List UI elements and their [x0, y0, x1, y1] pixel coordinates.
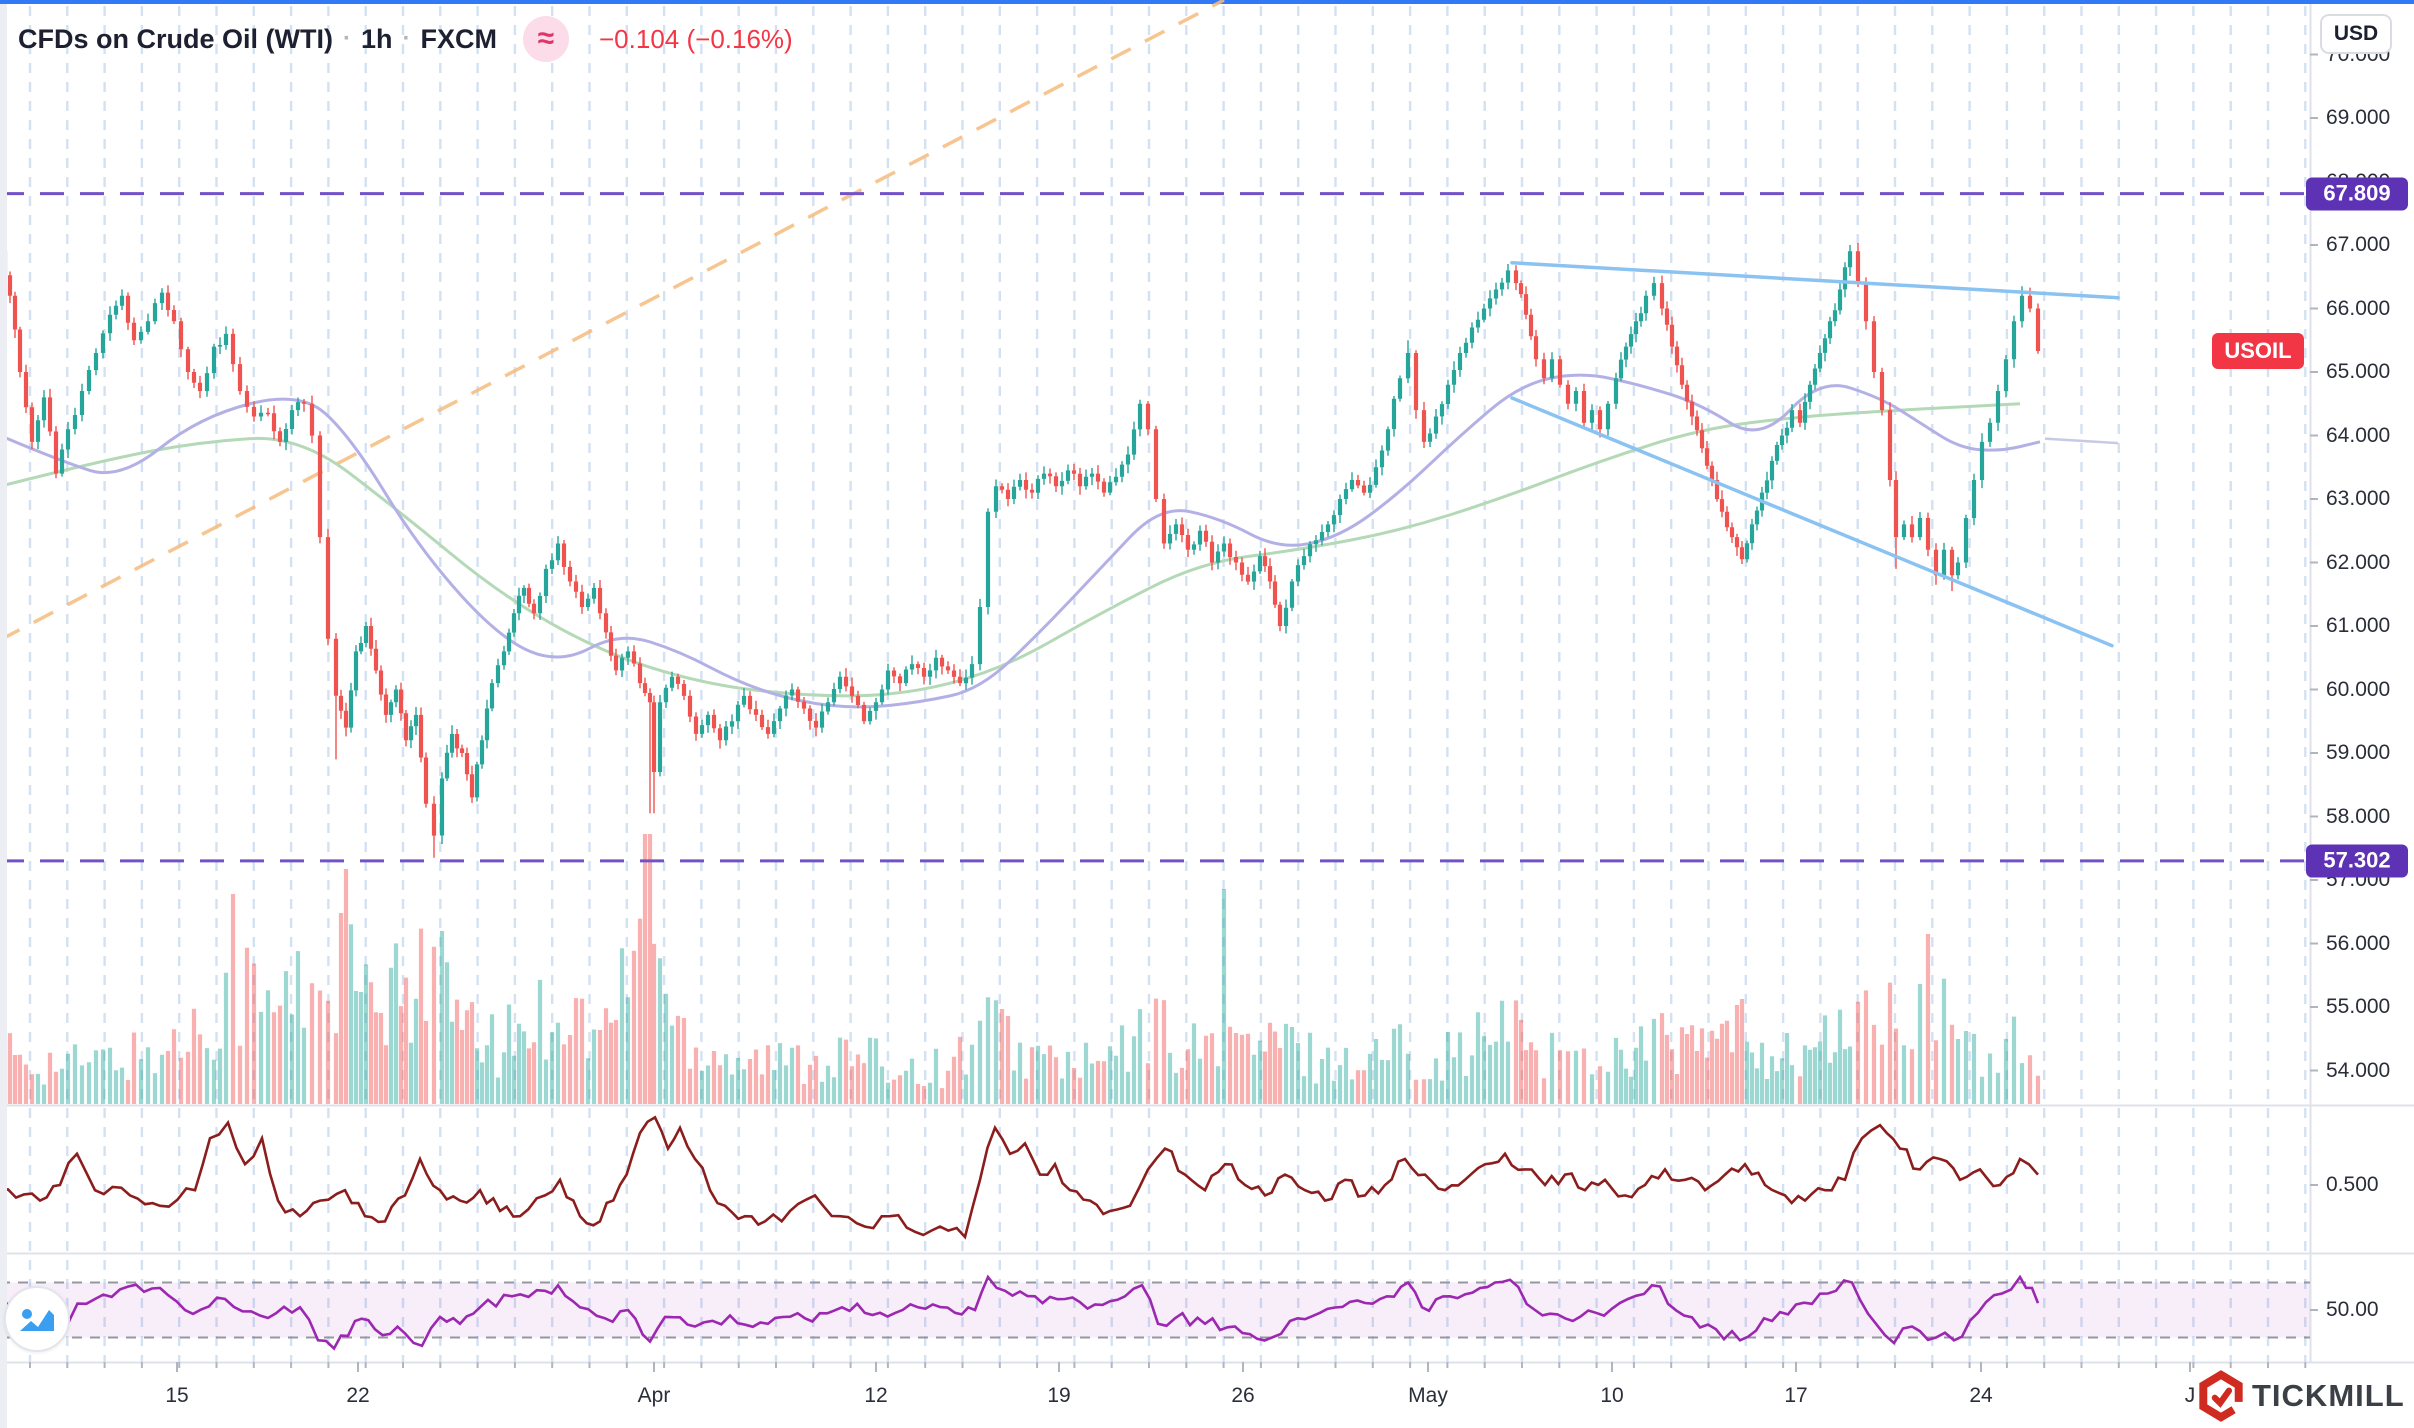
indicator2-axis-label: 50.00 — [2326, 1298, 2379, 1321]
area-chart-icon — [20, 1309, 54, 1331]
time-axis-label: 22 — [346, 1384, 370, 1407]
volume-bars-up — [35, 889, 2025, 1104]
time-axis-label: J — [2184, 1384, 2196, 1407]
price-axis-label: 60.000 — [2326, 677, 2391, 701]
tickmill-icon — [2199, 1370, 2243, 1422]
price-axis-label: 55.000 — [2326, 995, 2391, 1018]
price-axis-label: 69.000 — [2326, 106, 2391, 129]
symbol-price-tag: USOIL — [2212, 333, 2304, 370]
time-axis-label: 19 — [1047, 1384, 1071, 1407]
brand-name: TICKMILL — [2252, 1378, 2405, 1413]
indicator2-line — [0, 1274, 2040, 1351]
time-axis-label: 17 — [1784, 1384, 1808, 1407]
price-axis-label: 66.000 — [2326, 296, 2391, 320]
timeframe-label[interactable]: 1h — [360, 23, 393, 54]
price-level-tag-upper: 67.809 — [2306, 177, 2408, 211]
market-status-icon[interactable]: ≈ — [523, 16, 569, 62]
ma-slow-line — [0, 402, 2021, 698]
indicator1-line — [0, 1115, 2039, 1240]
price-axis-label: 59.000 — [2326, 741, 2391, 764]
price-axis-label: 56.000 — [2326, 931, 2391, 955]
day-gridlines — [28, 6, 2307, 1362]
time-axis-label: 10 — [1600, 1384, 1624, 1407]
price-axis-label: 62.000 — [2326, 550, 2391, 574]
ma-stub-line — [2044, 437, 2119, 445]
indicator1-axis-label: 0.500 — [2326, 1173, 2379, 1196]
candle-wicks-down — [4, 243, 2039, 858]
lower-blue-trendline — [1510, 396, 2114, 648]
title-separator: · — [402, 25, 411, 52]
price-axis-label: 54.000 — [2326, 1058, 2391, 1082]
widget-left-edge — [0, 4, 7, 1428]
time-axis-label: 26 — [1231, 1384, 1255, 1407]
currency-button[interactable]: USD — [2320, 14, 2392, 54]
price-axis-label: 63.000 — [2326, 487, 2391, 510]
price-axis-label: 67.000 — [2326, 233, 2391, 256]
price-axis-label: 65.000 — [2326, 360, 2391, 383]
broker-logo[interactable]: TICKMILL — [2198, 1370, 2405, 1422]
time-axis-label: May — [1408, 1384, 1448, 1407]
title-separator: · — [342, 25, 351, 52]
axis-ticks — [29, 53, 2318, 1372]
price-level-tag-lower: 57.302 — [2306, 844, 2408, 878]
exchange-label[interactable]: FXCM — [420, 23, 498, 54]
symbol-title[interactable]: CFDs on Crude Oil (WTI) — [18, 23, 333, 54]
price-axis-label: 64.000 — [2326, 423, 2391, 447]
time-axis-label: 15 — [165, 1384, 189, 1407]
orange-dashed-trendline — [0, 0, 1225, 642]
candle-bodies-up — [35, 251, 2025, 836]
tradingview-watermark-logo[interactable] — [4, 1286, 70, 1352]
time-axis-label: 24 — [1969, 1384, 1993, 1407]
price-axis-label: 61.000 — [2326, 614, 2391, 637]
time-axis-label: Apr — [637, 1384, 671, 1407]
price-axis-label: 58.000 — [2326, 804, 2391, 828]
widget-top-border — [0, 0, 2414, 4]
price-change-label: −0.104 (−0.16%) — [599, 23, 793, 54]
upper-blue-trendline — [1510, 261, 2120, 300]
candle-bodies-down — [2, 251, 2041, 836]
rsi-band-fill — [0, 1282, 2310, 1338]
time-axis-label: 12 — [864, 1384, 888, 1407]
ma-fast-line — [0, 373, 2041, 709]
chart-legend[interactable]: CFDs on Crude Oil (WTI) · 1h · FXCM ≈ −0… — [18, 16, 793, 62]
